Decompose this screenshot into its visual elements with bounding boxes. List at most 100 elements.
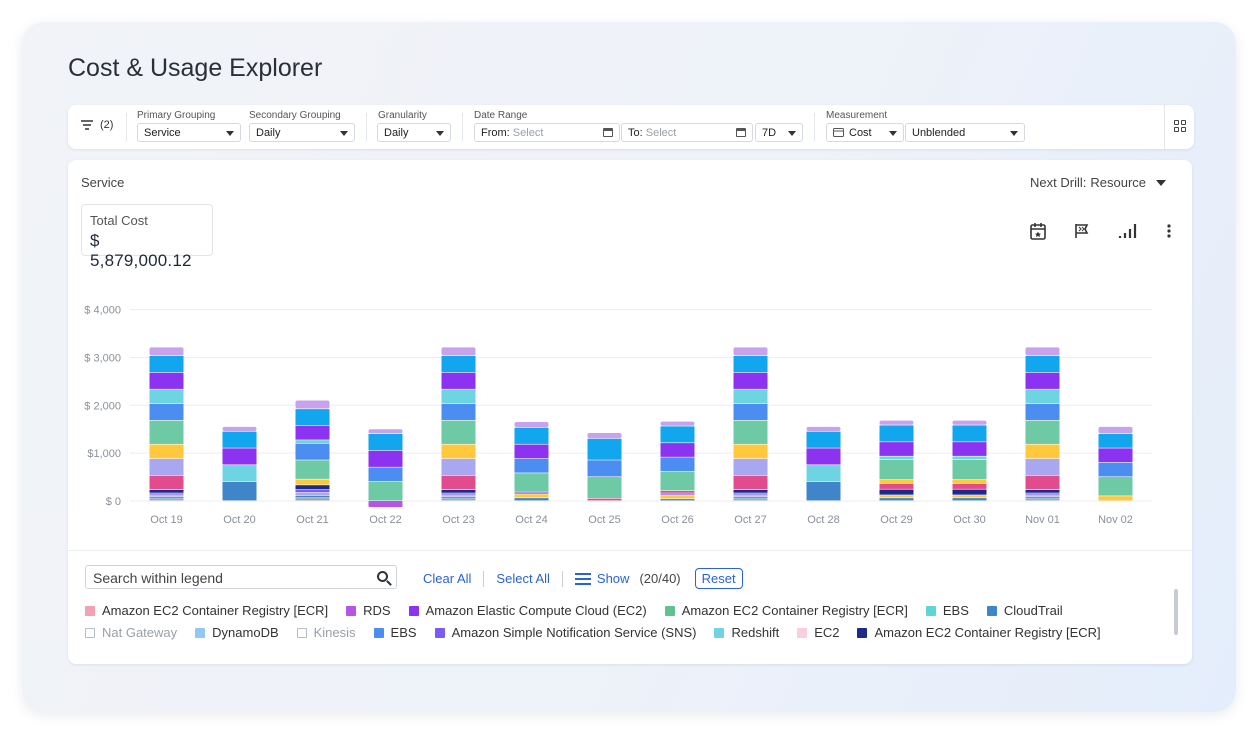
bar-segment[interactable] xyxy=(441,356,476,373)
secondary-grouping-select[interactable]: Daily xyxy=(249,123,355,142)
bar-segment[interactable] xyxy=(149,493,184,495)
bar-segment[interactable] xyxy=(879,489,914,495)
bar-segment[interactable] xyxy=(295,492,330,496)
bar-segment[interactable] xyxy=(295,485,330,490)
bar-segment[interactable] xyxy=(660,471,695,491)
legend-item[interactable]: Amazon EC2 Container Registry [ECR] xyxy=(857,623,1101,644)
bar-segment[interactable] xyxy=(879,495,914,498)
bar-segment[interactable] xyxy=(733,493,768,495)
legend-item[interactable]: Kinesis xyxy=(296,623,356,644)
bar-segment[interactable] xyxy=(733,499,768,501)
bar-segment[interactable] xyxy=(514,494,549,498)
bar-segment[interactable] xyxy=(952,495,987,498)
bar-segment[interactable] xyxy=(879,442,914,456)
bar-segment[interactable] xyxy=(587,438,622,460)
bar-segment[interactable] xyxy=(441,403,476,421)
bar-segment[interactable] xyxy=(660,457,695,472)
bar-stack[interactable] xyxy=(514,422,549,501)
calendar-star-icon[interactable] xyxy=(1030,222,1046,240)
legend-item[interactable]: Redshift xyxy=(714,623,779,644)
bar-segment[interactable] xyxy=(1098,477,1133,496)
bar-segment[interactable] xyxy=(441,499,476,501)
date-preset-select[interactable]: 7D xyxy=(755,123,803,142)
bar-segment[interactable] xyxy=(587,460,622,477)
more-vertical-icon[interactable] xyxy=(1166,223,1172,239)
bar-segment[interactable] xyxy=(587,498,622,501)
clear-all-button[interactable]: Clear All xyxy=(423,571,472,586)
show-toggle[interactable]: Show (20/40) xyxy=(574,571,681,586)
bar-stack[interactable] xyxy=(1025,347,1060,501)
bar-segment[interactable] xyxy=(1025,372,1060,389)
bar-stack[interactable] xyxy=(952,420,987,501)
bar-segment[interactable] xyxy=(222,448,257,465)
legend-item[interactable]: Amazon Simple Notification Service (SNS) xyxy=(434,623,696,644)
bar-stack[interactable] xyxy=(1098,426,1133,501)
bar-segment[interactable] xyxy=(295,443,330,460)
bar-stack[interactable] xyxy=(368,429,403,507)
bar-segment[interactable] xyxy=(806,426,841,432)
bar-segment[interactable] xyxy=(879,456,914,460)
bar-segment[interactable] xyxy=(733,347,768,356)
primary-grouping-select[interactable]: Service xyxy=(137,123,241,142)
bar-segment[interactable] xyxy=(1025,458,1060,476)
date-from-input[interactable]: From: Select xyxy=(474,123,620,142)
bar-segment[interactable] xyxy=(733,372,768,389)
bar-segment[interactable] xyxy=(149,347,184,356)
bar-segment[interactable] xyxy=(1098,426,1133,434)
legend-item[interactable]: Nat Gateway xyxy=(85,623,177,644)
bar-segment[interactable] xyxy=(587,433,622,439)
bar-segment[interactable] xyxy=(1025,489,1060,493)
bar-segment[interactable] xyxy=(733,356,768,373)
bar-segment[interactable] xyxy=(1025,495,1060,497)
calendar-icon[interactable] xyxy=(603,128,613,137)
bar-segment[interactable] xyxy=(295,425,330,440)
bar-segment[interactable] xyxy=(733,458,768,476)
select-all-button[interactable]: Select All xyxy=(496,571,550,586)
bar-segment[interactable] xyxy=(806,431,841,448)
bar-segment[interactable] xyxy=(879,459,914,480)
bar-segment[interactable] xyxy=(368,501,403,507)
legend-item[interactable]: CloudTrail xyxy=(986,601,1063,622)
bar-segment[interactable] xyxy=(660,490,695,493)
bar-segment[interactable] xyxy=(660,493,695,495)
layout-grid-icon[interactable] xyxy=(1174,120,1186,132)
bar-segment[interactable] xyxy=(952,489,987,495)
bar-segment[interactable] xyxy=(514,422,549,428)
bar-segment[interactable] xyxy=(149,389,184,404)
bar-segment[interactable] xyxy=(295,400,330,409)
bar-segment[interactable] xyxy=(879,425,914,442)
legend-item[interactable]: EC2 xyxy=(797,623,839,644)
bar-stack[interactable] xyxy=(587,433,622,501)
filter-button[interactable]: (2) xyxy=(80,119,113,131)
legend-item[interactable]: ECAmazon EC2 Container Registry [ECR]2 xyxy=(422,645,690,649)
bar-segment[interactable] xyxy=(295,440,330,443)
bar-segment[interactable] xyxy=(514,458,549,473)
bar-segment[interactable] xyxy=(733,489,768,493)
bar-segment[interactable] xyxy=(441,495,476,497)
bar-segment[interactable] xyxy=(514,444,549,459)
bar-segment[interactable] xyxy=(1025,499,1060,501)
bar-segment[interactable] xyxy=(1098,448,1133,463)
flag-icon[interactable] xyxy=(1074,223,1090,239)
bar-stack[interactable] xyxy=(441,347,476,501)
bar-segment[interactable] xyxy=(295,409,330,426)
bar-segment[interactable] xyxy=(733,475,768,490)
bar-segment[interactable] xyxy=(149,444,184,459)
legend-item[interactable]: Amazon Elastic Container Registry Public xyxy=(85,645,342,649)
bar-segment[interactable] xyxy=(660,443,695,457)
bar-segment[interactable] xyxy=(806,465,841,482)
bar-segment[interactable] xyxy=(441,489,476,493)
bar-segment[interactable] xyxy=(806,448,841,465)
bar-segment[interactable] xyxy=(660,499,695,501)
bar-segment[interactable] xyxy=(952,498,987,501)
bar-segment[interactable] xyxy=(660,426,695,443)
bar-segment[interactable] xyxy=(1025,475,1060,490)
measurement-metric-select[interactable]: Cost xyxy=(826,123,904,142)
legend-item[interactable]: EBS xyxy=(373,623,417,644)
bar-stack[interactable] xyxy=(879,420,914,501)
bar-segment[interactable] xyxy=(441,475,476,490)
bar-segment[interactable] xyxy=(441,347,476,356)
bar-segment[interactable] xyxy=(879,498,914,501)
bar-segment[interactable] xyxy=(879,483,914,489)
legend-search-input[interactable]: Search within legend xyxy=(85,565,397,589)
